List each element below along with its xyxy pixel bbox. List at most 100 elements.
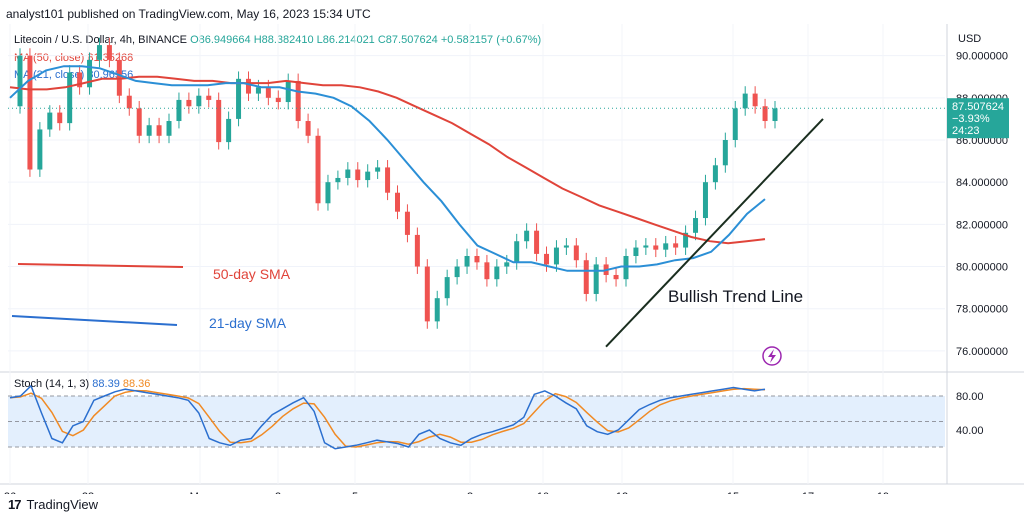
candle-body bbox=[245, 78, 251, 94]
candle-body bbox=[583, 260, 589, 294]
price-tick-label: 90.000000 bbox=[956, 51, 1008, 63]
price-tick-label: 78.000000 bbox=[956, 304, 1008, 316]
time-tick-label: 15 bbox=[727, 491, 739, 494]
candle-body bbox=[454, 266, 460, 278]
candle-body bbox=[712, 165, 718, 183]
last-price-change: −3.93% bbox=[952, 113, 990, 125]
time-tick-label: 5 bbox=[352, 491, 358, 494]
tv-logo-icon: 17 bbox=[8, 497, 22, 512]
candle-body bbox=[176, 99, 182, 122]
candle-body bbox=[613, 274, 619, 280]
time-tick-label: 8 bbox=[467, 491, 473, 494]
stoch-tick-label: 40.00 bbox=[956, 425, 984, 437]
candle-body bbox=[742, 93, 748, 109]
candle-body bbox=[444, 277, 450, 299]
candle-body bbox=[553, 247, 559, 265]
candle-body bbox=[47, 112, 53, 130]
candle-body bbox=[186, 99, 192, 107]
candle-body bbox=[196, 95, 202, 107]
candle-body bbox=[87, 59, 93, 88]
bullish-trend-line bbox=[605, 118, 824, 348]
time-tick-label: 3 bbox=[275, 491, 281, 494]
candle-body bbox=[395, 192, 400, 212]
tradingview-logo[interactable]: 17 TradingView bbox=[8, 497, 98, 512]
candle-body bbox=[236, 78, 242, 119]
candle-body bbox=[623, 256, 629, 280]
last-price-countdown: 24:23 bbox=[952, 125, 980, 137]
candle-body bbox=[484, 262, 490, 280]
candle-body bbox=[643, 245, 649, 248]
candle-body bbox=[126, 95, 132, 109]
ma50-line bbox=[9, 75, 766, 245]
ma50-legend: MA (50, close) 81.35268 bbox=[14, 52, 134, 64]
ma21-line bbox=[9, 65, 766, 272]
publisher-header: analyst101 published on TradingView.com,… bbox=[6, 7, 371, 21]
candle-body bbox=[37, 129, 43, 170]
candle-body bbox=[673, 243, 679, 248]
candle-body bbox=[106, 45, 112, 60]
candle-body bbox=[226, 118, 232, 143]
candle-body bbox=[335, 177, 341, 183]
candle-body bbox=[355, 169, 361, 181]
candle-body bbox=[772, 108, 778, 122]
candle-body bbox=[414, 234, 420, 267]
candle-body bbox=[544, 253, 550, 265]
sma50-annotation: 50-day SMA bbox=[213, 266, 291, 282]
price-tick-label: 84.000000 bbox=[956, 177, 1008, 189]
stoch-k-line bbox=[9, 384, 766, 450]
candle-body bbox=[424, 266, 430, 322]
time-tick-label: 10 bbox=[537, 491, 549, 494]
candle-body bbox=[702, 182, 708, 219]
currency-label: USD bbox=[958, 33, 981, 45]
sma50-sample-line bbox=[17, 263, 184, 268]
candle-body bbox=[385, 167, 391, 193]
candle-body bbox=[275, 97, 281, 103]
sma21-annotation: 21-day SMA bbox=[209, 315, 287, 331]
sma21-sample-line bbox=[11, 315, 178, 326]
lightning-icon bbox=[762, 346, 782, 366]
candle-body bbox=[524, 230, 530, 242]
time-tick-label: May bbox=[190, 491, 211, 494]
candle-body bbox=[67, 72, 73, 124]
candle-body bbox=[404, 211, 410, 235]
candle-body bbox=[593, 264, 599, 294]
candle-body bbox=[146, 125, 152, 136]
last-price-value: 87.507624 bbox=[952, 101, 1004, 113]
price-tick-label: 76.000000 bbox=[956, 346, 1008, 358]
candle-body bbox=[434, 298, 440, 322]
stoch-k-value: 88.39 bbox=[92, 378, 120, 390]
candle-body bbox=[305, 121, 311, 136]
candle-body bbox=[514, 241, 520, 263]
candle-body bbox=[732, 108, 738, 140]
candle-body bbox=[156, 125, 162, 136]
candle-body bbox=[255, 87, 261, 94]
time-tick-label: 28 bbox=[82, 491, 94, 494]
tv-logo-text: TradingView bbox=[26, 497, 99, 512]
candle-body bbox=[136, 108, 142, 136]
candle-body bbox=[375, 167, 381, 172]
candle-body bbox=[57, 112, 63, 124]
candle-body bbox=[345, 169, 351, 178]
candle-body bbox=[494, 266, 500, 280]
candle-body bbox=[285, 80, 291, 103]
price-tick-label: 80.000000 bbox=[956, 262, 1008, 274]
candle-body bbox=[295, 80, 301, 122]
candle-body bbox=[534, 230, 540, 254]
price-tick-label: 82.000000 bbox=[956, 219, 1008, 231]
candle-body bbox=[265, 87, 271, 98]
stoch-tick-label: 80.00 bbox=[956, 391, 984, 403]
candle-body bbox=[464, 256, 470, 267]
candle-body bbox=[315, 135, 321, 204]
stoch-d-value: 88.36 bbox=[122, 378, 151, 390]
candle-body bbox=[325, 182, 331, 204]
candle-body bbox=[563, 245, 569, 248]
candle-body bbox=[77, 72, 83, 88]
chart-area[interactable]: USD90.00000088.00000086.00000084.0000008… bbox=[0, 24, 1024, 494]
candle-body bbox=[216, 99, 222, 143]
lightning-bolt-shape bbox=[768, 349, 776, 363]
symbol-title: Litecoin / U.S. Dollar, 4h, BINANCE bbox=[14, 34, 188, 46]
candle-body bbox=[206, 95, 212, 100]
candle-body bbox=[683, 232, 689, 248]
candle-body bbox=[474, 256, 480, 263]
candle-body bbox=[752, 93, 758, 107]
